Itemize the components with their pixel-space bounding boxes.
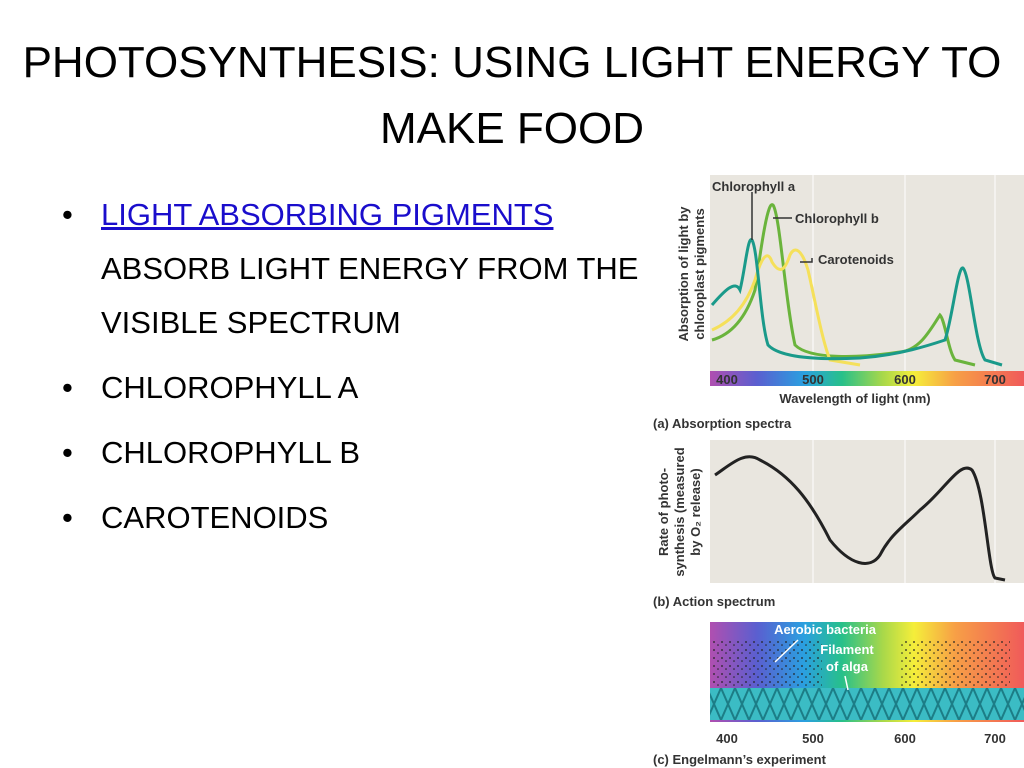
legend-label: Chlorophyll a [712, 179, 796, 194]
bullet-text: CAROTENOIDS [101, 500, 329, 535]
y-axis-label: Absorption of light by [676, 206, 691, 342]
tick-label: 500 [802, 731, 824, 746]
tick-label: 400 [716, 372, 738, 387]
bacteria [900, 640, 1010, 690]
label: Aerobic bacteria [774, 622, 877, 637]
alga-filament [710, 688, 1024, 720]
bullet: CHLOROPHYLL B [62, 426, 647, 480]
leader-lines [774, 639, 849, 691]
y-axis-label: Rate of photo- [656, 468, 671, 556]
grid [812, 175, 996, 371]
caption: (a) Absorption spectra [653, 416, 792, 431]
tick-label: 700 [984, 372, 1006, 387]
x-axis-label: Wavelength of light (nm) [779, 391, 930, 406]
spectrum-bar [710, 371, 1024, 386]
action-curve [714, 455, 1006, 582]
tick-label: 400 [716, 731, 738, 746]
legend-label: Chlorophyll b [795, 211, 879, 226]
chlorophyll-b-curve [711, 203, 976, 367]
tick-label: 600 [894, 372, 916, 387]
plot-bg [710, 175, 1024, 371]
bullet: LIGHT ABSORBING PIGMENTS ABSORB LIGHT EN… [62, 188, 647, 350]
y-axis-label: chloroplast pigments [692, 208, 707, 339]
bullet: CHLOROPHYLL A [62, 361, 647, 415]
bullet-text: CHLOROPHYLL A [101, 370, 359, 405]
bullet-text: CHLOROPHYLL B [101, 435, 360, 470]
caption: (b) Action spectrum [653, 594, 775, 609]
label: of alga [826, 659, 869, 674]
bullet-list: LIGHT ABSORBING PIGMENTS ABSORB LIGHT EN… [62, 188, 647, 556]
y-axis-label: by O₂ release) [688, 468, 703, 555]
carotenoids-curve [711, 248, 861, 367]
slide-title: PHOTOSYNTHESIS: USING LIGHT ENERGY TO MA… [22, 38, 1002, 153]
pigments-link[interactable]: LIGHT ABSORBING PIGMENTS [101, 197, 554, 232]
tick-label: 600 [894, 731, 916, 746]
y-axis-label: synthesis (measured [672, 447, 687, 576]
caption: (c) Engelmann’s experiment [653, 752, 827, 767]
leader-lines [751, 192, 813, 263]
legend-label: Carotenoids [818, 252, 894, 267]
bullet-text: ABSORB LIGHT ENERGY FROM THE VISIBLE SPE… [101, 251, 639, 340]
label: Filament [820, 642, 874, 657]
chlorophyll-a-curve [710, 238, 1003, 367]
plot-bg [710, 440, 1024, 583]
tick-label: 700 [984, 731, 1006, 746]
tick-label: 500 [802, 372, 824, 387]
bullet: CAROTENOIDS [62, 491, 647, 545]
bacteria [712, 640, 822, 690]
